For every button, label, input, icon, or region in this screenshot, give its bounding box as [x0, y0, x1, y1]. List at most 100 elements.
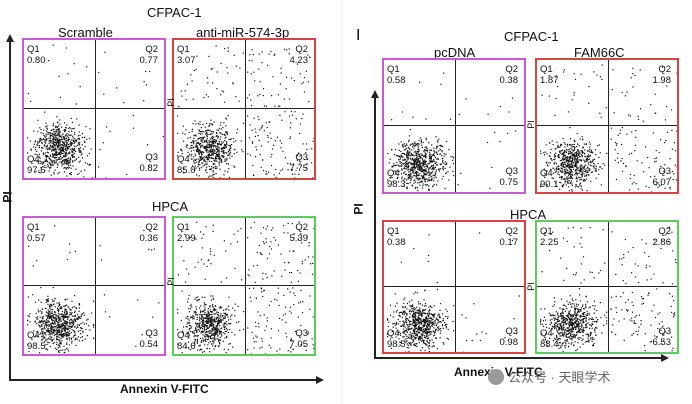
scatter-point: [45, 140, 47, 142]
quadrant-name: Q3: [295, 328, 308, 339]
scatter-point: [443, 72, 445, 74]
scatter-point: [428, 177, 430, 179]
scatter-point: [99, 245, 101, 247]
scatter-point: [307, 158, 309, 160]
scatter-point: [186, 326, 188, 328]
scatter-point: [59, 330, 61, 332]
scatter-point: [417, 179, 420, 181]
scatter-point: [93, 300, 95, 302]
scatter-point: [59, 333, 61, 335]
scatter-point: [406, 335, 408, 337]
scatter-point: [201, 130, 203, 132]
scatter-point: [240, 228, 242, 230]
scatter-point: [207, 331, 209, 333]
scatter-point: [564, 166, 566, 168]
scatter-point: [415, 165, 418, 167]
scatter-point: [419, 169, 421, 171]
scatter-point: [578, 152, 580, 154]
scatter-point: [545, 174, 548, 176]
scatter-point: [74, 333, 76, 335]
scatter-point: [109, 130, 111, 132]
scatter-point: [71, 148, 73, 150]
scatter-point: [211, 322, 214, 324]
scatter-point: [65, 321, 67, 323]
scatter-point: [34, 321, 36, 323]
scatter-point: [425, 169, 427, 171]
scatter-point: [433, 169, 435, 171]
scatter-point: [73, 142, 75, 145]
scatter-point: [213, 144, 215, 146]
scatter-point: [228, 309, 230, 311]
scatter-point: [261, 346, 263, 348]
scatter-point: [211, 325, 213, 327]
scatter-point: [217, 334, 219, 336]
scatter-point: [219, 342, 221, 344]
scatter-point: [208, 144, 210, 147]
scatter-point: [286, 49, 288, 51]
scatter-point: [51, 132, 53, 135]
scatter-point: [213, 348, 215, 350]
scatter-point: [193, 311, 195, 313]
scatter-point: [553, 163, 555, 165]
scatter-point: [201, 247, 203, 249]
scatter-point: [59, 342, 62, 344]
scatter-point: [297, 63, 299, 65]
scatter-point: [422, 160, 424, 162]
scatter-point: [162, 135, 164, 138]
scatter-point: [673, 173, 675, 175]
scatter-point: [55, 129, 57, 131]
quadrant-label-q1: Q1 0.57: [27, 222, 46, 244]
scatter-point: [414, 172, 416, 174]
scatter-point: [66, 312, 68, 314]
quadrant-name: Q4: [387, 168, 400, 179]
scatter-point: [232, 346, 234, 348]
scatter-point: [41, 321, 43, 323]
scatter-point: [452, 170, 454, 172]
scatter-point: [55, 162, 57, 164]
scatter-point: [37, 142, 39, 144]
scatter-point: [196, 314, 198, 316]
scatter-point: [183, 167, 185, 170]
scatter-point: [408, 165, 410, 167]
scatter-point: [209, 150, 211, 152]
scatter-point: [47, 163, 49, 165]
scatter-point: [62, 152, 64, 154]
scatter-point: [196, 299, 198, 301]
scatter-point: [453, 163, 455, 165]
scatter-point: [57, 163, 59, 165]
scatter-point: [601, 78, 603, 80]
scatter-point: [391, 166, 393, 168]
scatter-point: [78, 148, 80, 150]
scatter-point: [200, 326, 203, 328]
scatter-point: [192, 168, 194, 170]
scatter-point: [199, 143, 201, 145]
scatter-point: [198, 329, 200, 331]
scatter-point: [81, 314, 83, 316]
scatter-point: [417, 161, 419, 163]
scatter-point: [208, 125, 210, 128]
scatter-point: [196, 338, 199, 341]
scatter-point: [579, 170, 581, 172]
scatter-point: [444, 167, 446, 169]
scatter-point: [219, 168, 221, 170]
scatter-point: [192, 315, 194, 317]
quadrant-percent: 85.0: [177, 165, 196, 176]
scatter-point: [416, 327, 418, 329]
scatter-point: [41, 142, 43, 144]
scatter-point: [64, 323, 67, 325]
scatter-point: [574, 170, 576, 172]
scatter-point: [418, 317, 420, 319]
scatter-point: [425, 149, 428, 151]
scatter-point: [57, 128, 59, 131]
scatter-point: [208, 129, 210, 132]
scatter-point: [81, 144, 83, 146]
scatter-point: [46, 315, 48, 317]
scatter-point: [419, 160, 421, 162]
scatter-point: [207, 178, 208, 179]
scatter-point: [189, 349, 191, 351]
scatter-point: [216, 147, 218, 149]
scatter-point: [417, 155, 419, 157]
scatter-point: [63, 352, 65, 354]
scatter-point: [258, 68, 260, 70]
scatter-point: [565, 157, 567, 159]
